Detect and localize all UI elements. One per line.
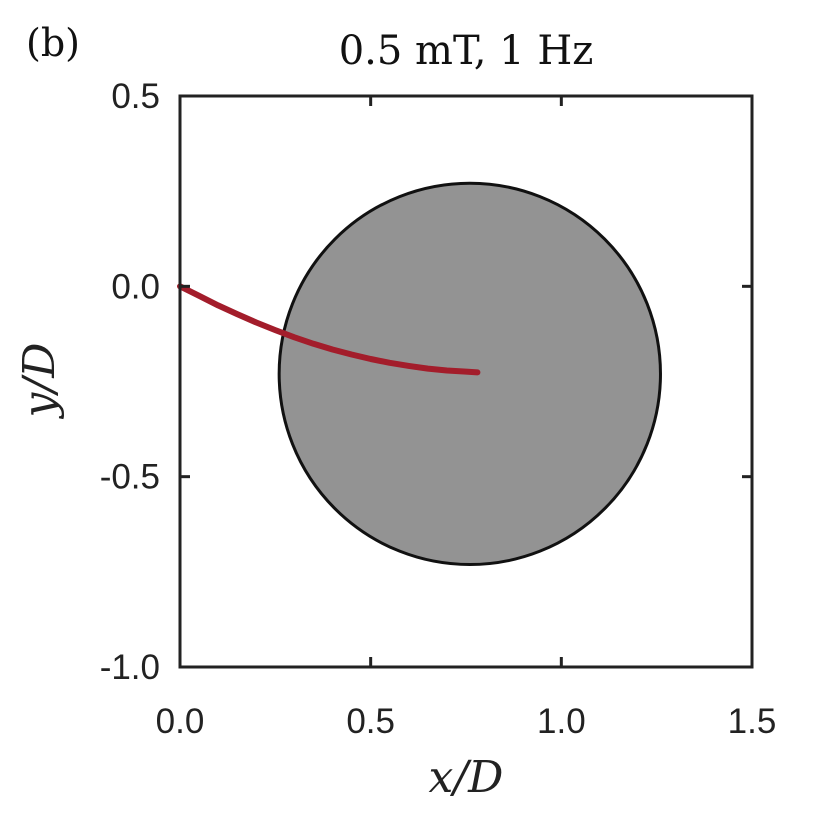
x-axis-label: x/D: [429, 752, 504, 803]
y-tick-label-3: -1.0: [100, 648, 160, 687]
x-tick-label-0: 0.0: [156, 702, 205, 741]
trajectory-line-0: [177, 283, 481, 376]
y-axis-label: y/D: [14, 343, 65, 420]
y-tick-label-1: 0.0: [111, 267, 160, 306]
x-tick-label-3: 1.5: [728, 702, 777, 741]
x-tick-label-2: 1.0: [537, 702, 586, 741]
chart-title: 0.5 mT, 1 Hz: [339, 28, 594, 74]
x-tick-label-1: 0.5: [346, 702, 395, 741]
y-tick-label-2: -0.5: [100, 458, 160, 497]
tick-labels: 0.0 0.5 1.0 1.5 0.5 0.0 -0.5 -1.0: [100, 77, 777, 741]
axes-frame: [178, 94, 754, 669]
panel-label: (b): [26, 21, 80, 65]
y-tick-label-0: 0.5: [111, 77, 160, 116]
plot-area: [177, 181, 662, 567]
